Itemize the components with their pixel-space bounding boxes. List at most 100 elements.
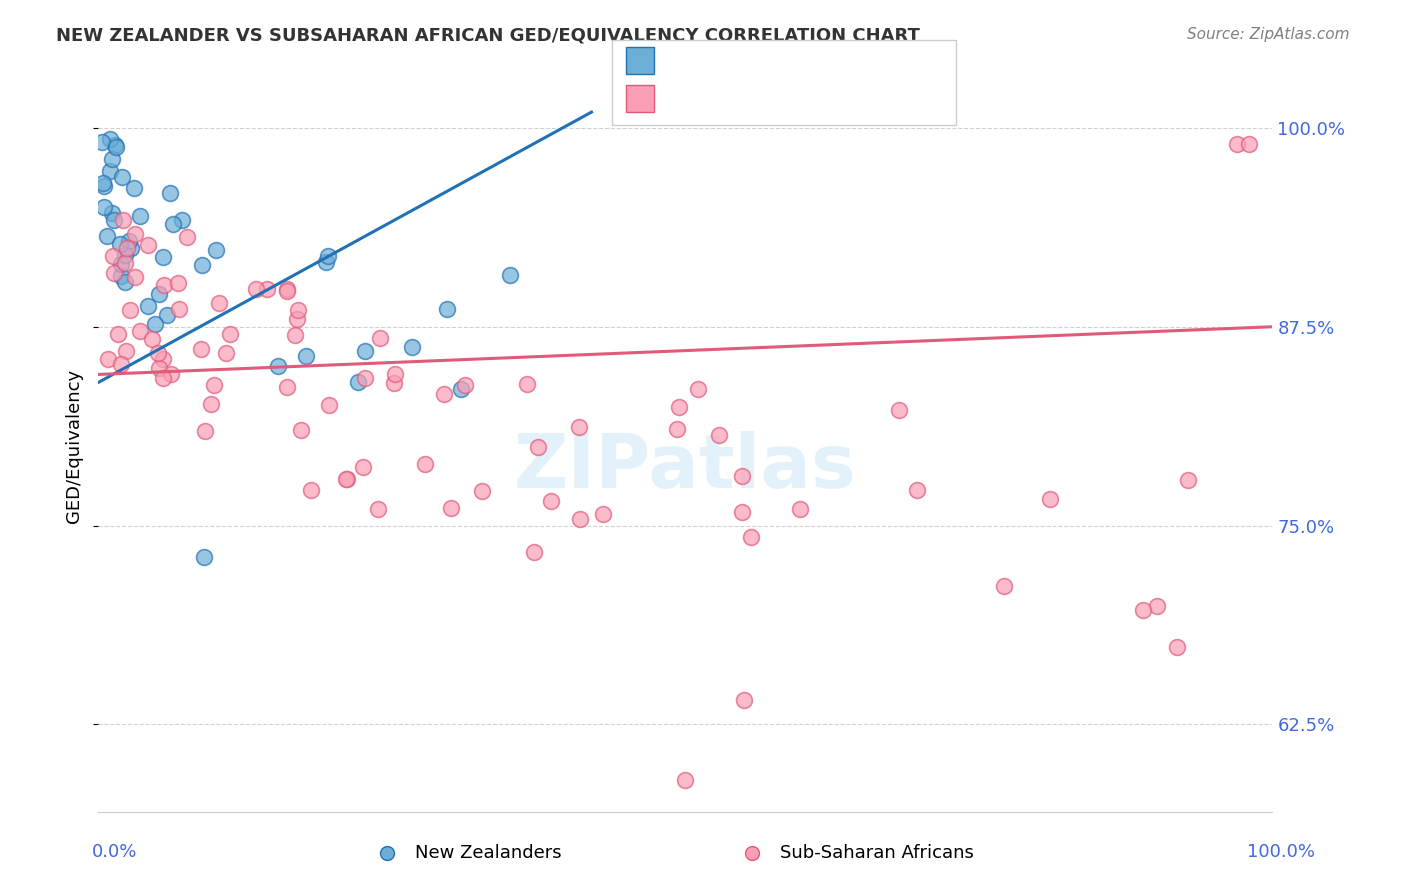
Point xyxy=(287,302,309,317)
Point xyxy=(153,278,176,293)
Point xyxy=(267,359,290,373)
Point xyxy=(114,275,136,289)
Point xyxy=(1226,136,1249,151)
Point xyxy=(111,213,134,227)
Point xyxy=(354,370,377,384)
Point xyxy=(382,376,405,390)
Point xyxy=(433,387,456,401)
Point xyxy=(285,312,308,326)
Point xyxy=(97,352,120,367)
Point xyxy=(190,258,212,272)
Point xyxy=(352,459,374,474)
Point xyxy=(526,440,548,454)
Point xyxy=(318,398,340,412)
Point xyxy=(276,282,298,296)
Point xyxy=(124,227,146,242)
Point xyxy=(114,247,136,261)
Point xyxy=(148,360,170,375)
Point xyxy=(114,343,136,358)
Point xyxy=(284,328,307,343)
Point xyxy=(592,507,614,521)
Point xyxy=(335,472,357,486)
Point xyxy=(733,693,755,707)
Point xyxy=(114,256,136,270)
Point xyxy=(384,367,406,381)
Point xyxy=(205,243,228,257)
Point xyxy=(124,270,146,285)
Y-axis label: GED/Equivalency: GED/Equivalency xyxy=(65,369,83,523)
Point xyxy=(101,205,124,219)
Point xyxy=(471,484,494,499)
Point xyxy=(440,500,463,515)
Point xyxy=(122,181,145,195)
Point xyxy=(789,502,811,516)
Point xyxy=(731,469,754,483)
Point xyxy=(103,266,125,280)
Point xyxy=(367,501,389,516)
Text: 100.0%: 100.0% xyxy=(1247,843,1315,861)
Point xyxy=(146,346,169,360)
Point xyxy=(107,326,129,341)
Text: 0.0%: 0.0% xyxy=(91,843,136,861)
Point xyxy=(905,483,928,497)
Point xyxy=(120,241,142,255)
Point xyxy=(347,375,370,389)
Point xyxy=(318,249,340,263)
Text: New Zealanders: New Zealanders xyxy=(415,844,561,862)
Point xyxy=(100,132,122,146)
Point xyxy=(686,382,709,396)
Point xyxy=(202,378,225,392)
Point xyxy=(436,302,458,317)
Point xyxy=(172,213,194,227)
Point xyxy=(218,326,240,341)
Point xyxy=(499,268,522,282)
Point xyxy=(152,250,174,264)
Point xyxy=(93,200,115,214)
Point xyxy=(159,186,181,201)
Point xyxy=(143,317,166,331)
Point xyxy=(215,346,238,360)
Point xyxy=(568,419,591,434)
Point xyxy=(401,340,423,354)
Point xyxy=(276,284,298,298)
Point xyxy=(523,545,546,559)
Point xyxy=(176,229,198,244)
Point xyxy=(103,213,125,227)
Point xyxy=(569,512,592,526)
Text: R = 0.322   N = 43: R = 0.322 N = 43 xyxy=(665,52,835,70)
Point xyxy=(454,378,477,392)
Point xyxy=(91,176,114,190)
Point xyxy=(167,276,190,290)
Point xyxy=(353,343,375,358)
Point xyxy=(1237,136,1260,151)
Point xyxy=(148,287,170,301)
Point xyxy=(103,249,125,263)
Point xyxy=(887,402,910,417)
Point xyxy=(245,282,267,296)
Point xyxy=(200,397,222,411)
Point xyxy=(156,308,179,322)
Point xyxy=(136,237,159,252)
Point xyxy=(208,296,231,310)
Point xyxy=(740,530,762,544)
Text: Source: ZipAtlas.com: Source: ZipAtlas.com xyxy=(1187,27,1350,42)
Point xyxy=(101,152,124,166)
Point xyxy=(152,371,174,385)
Point xyxy=(450,382,472,396)
Point xyxy=(295,349,318,363)
Point xyxy=(299,483,322,498)
Point xyxy=(152,351,174,366)
Point xyxy=(129,324,152,338)
Point xyxy=(1177,474,1199,488)
Point xyxy=(136,299,159,313)
Point xyxy=(162,217,184,231)
Point xyxy=(290,423,312,437)
Text: NEW ZEALANDER VS SUBSAHARAN AFRICAN GED/EQUIVALENCY CORRELATION CHART: NEW ZEALANDER VS SUBSAHARAN AFRICAN GED/… xyxy=(56,27,920,45)
Point xyxy=(1166,640,1188,654)
Point xyxy=(104,138,127,153)
Point xyxy=(666,421,689,435)
Point xyxy=(160,368,183,382)
Point xyxy=(256,281,278,295)
Point xyxy=(110,257,132,271)
Point xyxy=(129,209,152,223)
